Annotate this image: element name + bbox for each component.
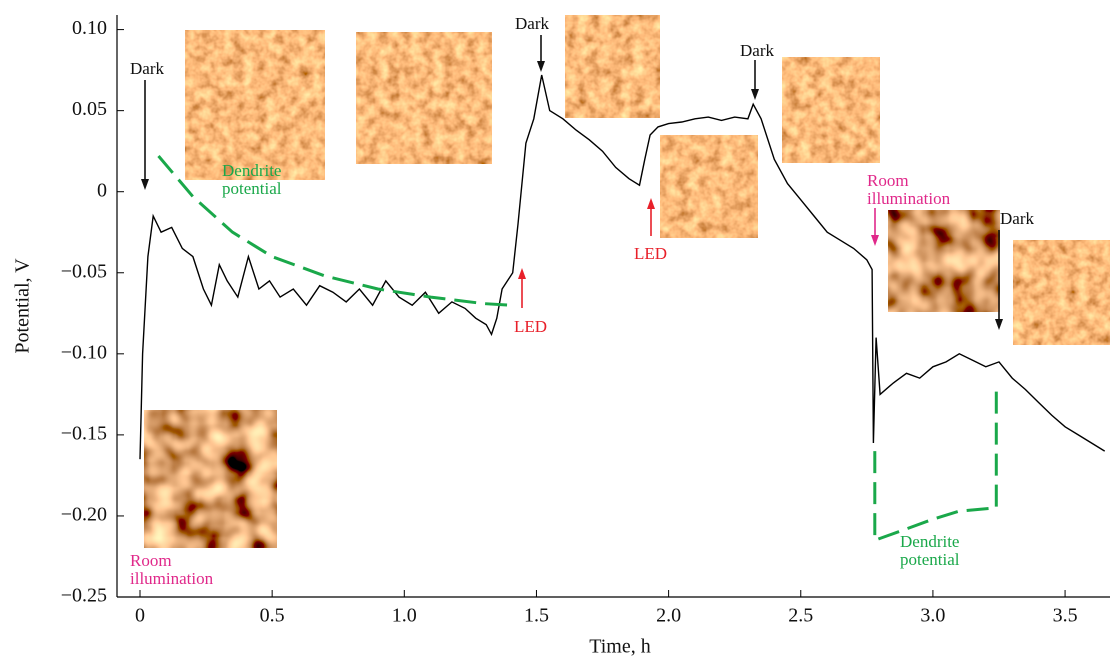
annotation: Dark xyxy=(740,41,774,60)
line xyxy=(139,74,1106,460)
arrow-head xyxy=(995,319,1003,330)
x-tick-label: 0.5 xyxy=(260,605,285,627)
afm-image xyxy=(660,135,758,238)
annotation: Room illumination xyxy=(867,171,951,208)
afm-image xyxy=(782,57,880,163)
arrow-head xyxy=(537,61,545,72)
annotation: Dark xyxy=(1000,209,1034,228)
afm-image xyxy=(1013,240,1110,345)
arrow-head xyxy=(751,89,759,100)
dashed-line xyxy=(157,155,511,307)
y-tick-label: 0.10 xyxy=(72,17,107,39)
afm-image xyxy=(185,30,325,180)
y-axis-label: Potential, V xyxy=(12,258,34,354)
x-tick-label: 0 xyxy=(135,605,145,627)
afm-image xyxy=(356,32,492,164)
x-tick-label: 1.5 xyxy=(524,605,549,627)
y-tick-label: −0.10 xyxy=(61,341,107,363)
afm-image xyxy=(888,210,1000,312)
x-tick-label: 2.0 xyxy=(656,605,681,627)
afm-image xyxy=(144,410,277,548)
annotation: Dendrite potential xyxy=(222,161,282,198)
x-tick-label: 3.0 xyxy=(920,605,945,627)
annotation: LED xyxy=(634,244,668,263)
x-tick-label: 3.5 xyxy=(1053,605,1078,627)
arrow-head xyxy=(141,179,149,190)
x-tick-label: 2.5 xyxy=(788,605,813,627)
y-tick-label: −0.05 xyxy=(61,260,107,282)
annotation: LED xyxy=(514,317,548,336)
x-axis-label: Time, h xyxy=(589,636,651,658)
afm-image xyxy=(565,15,660,118)
y-tick-label: −0.25 xyxy=(61,585,107,607)
y-tick-label: 0.05 xyxy=(72,98,107,120)
arrow-head xyxy=(647,198,655,209)
y-tick-label: −0.20 xyxy=(61,504,107,526)
annotation: Room illumination xyxy=(130,551,214,588)
annotation: Dark xyxy=(130,59,164,78)
x-tick-label: 1.0 xyxy=(392,605,417,627)
insets xyxy=(144,15,1110,548)
y-tick-label: 0 xyxy=(97,179,107,201)
arrow-head xyxy=(518,268,526,279)
annotation: Dark xyxy=(515,14,549,33)
y-tick-label: −0.15 xyxy=(61,422,107,444)
dashed-line xyxy=(873,383,998,543)
arrow-head xyxy=(871,235,879,246)
annotation: Dendrite potential xyxy=(900,532,960,569)
